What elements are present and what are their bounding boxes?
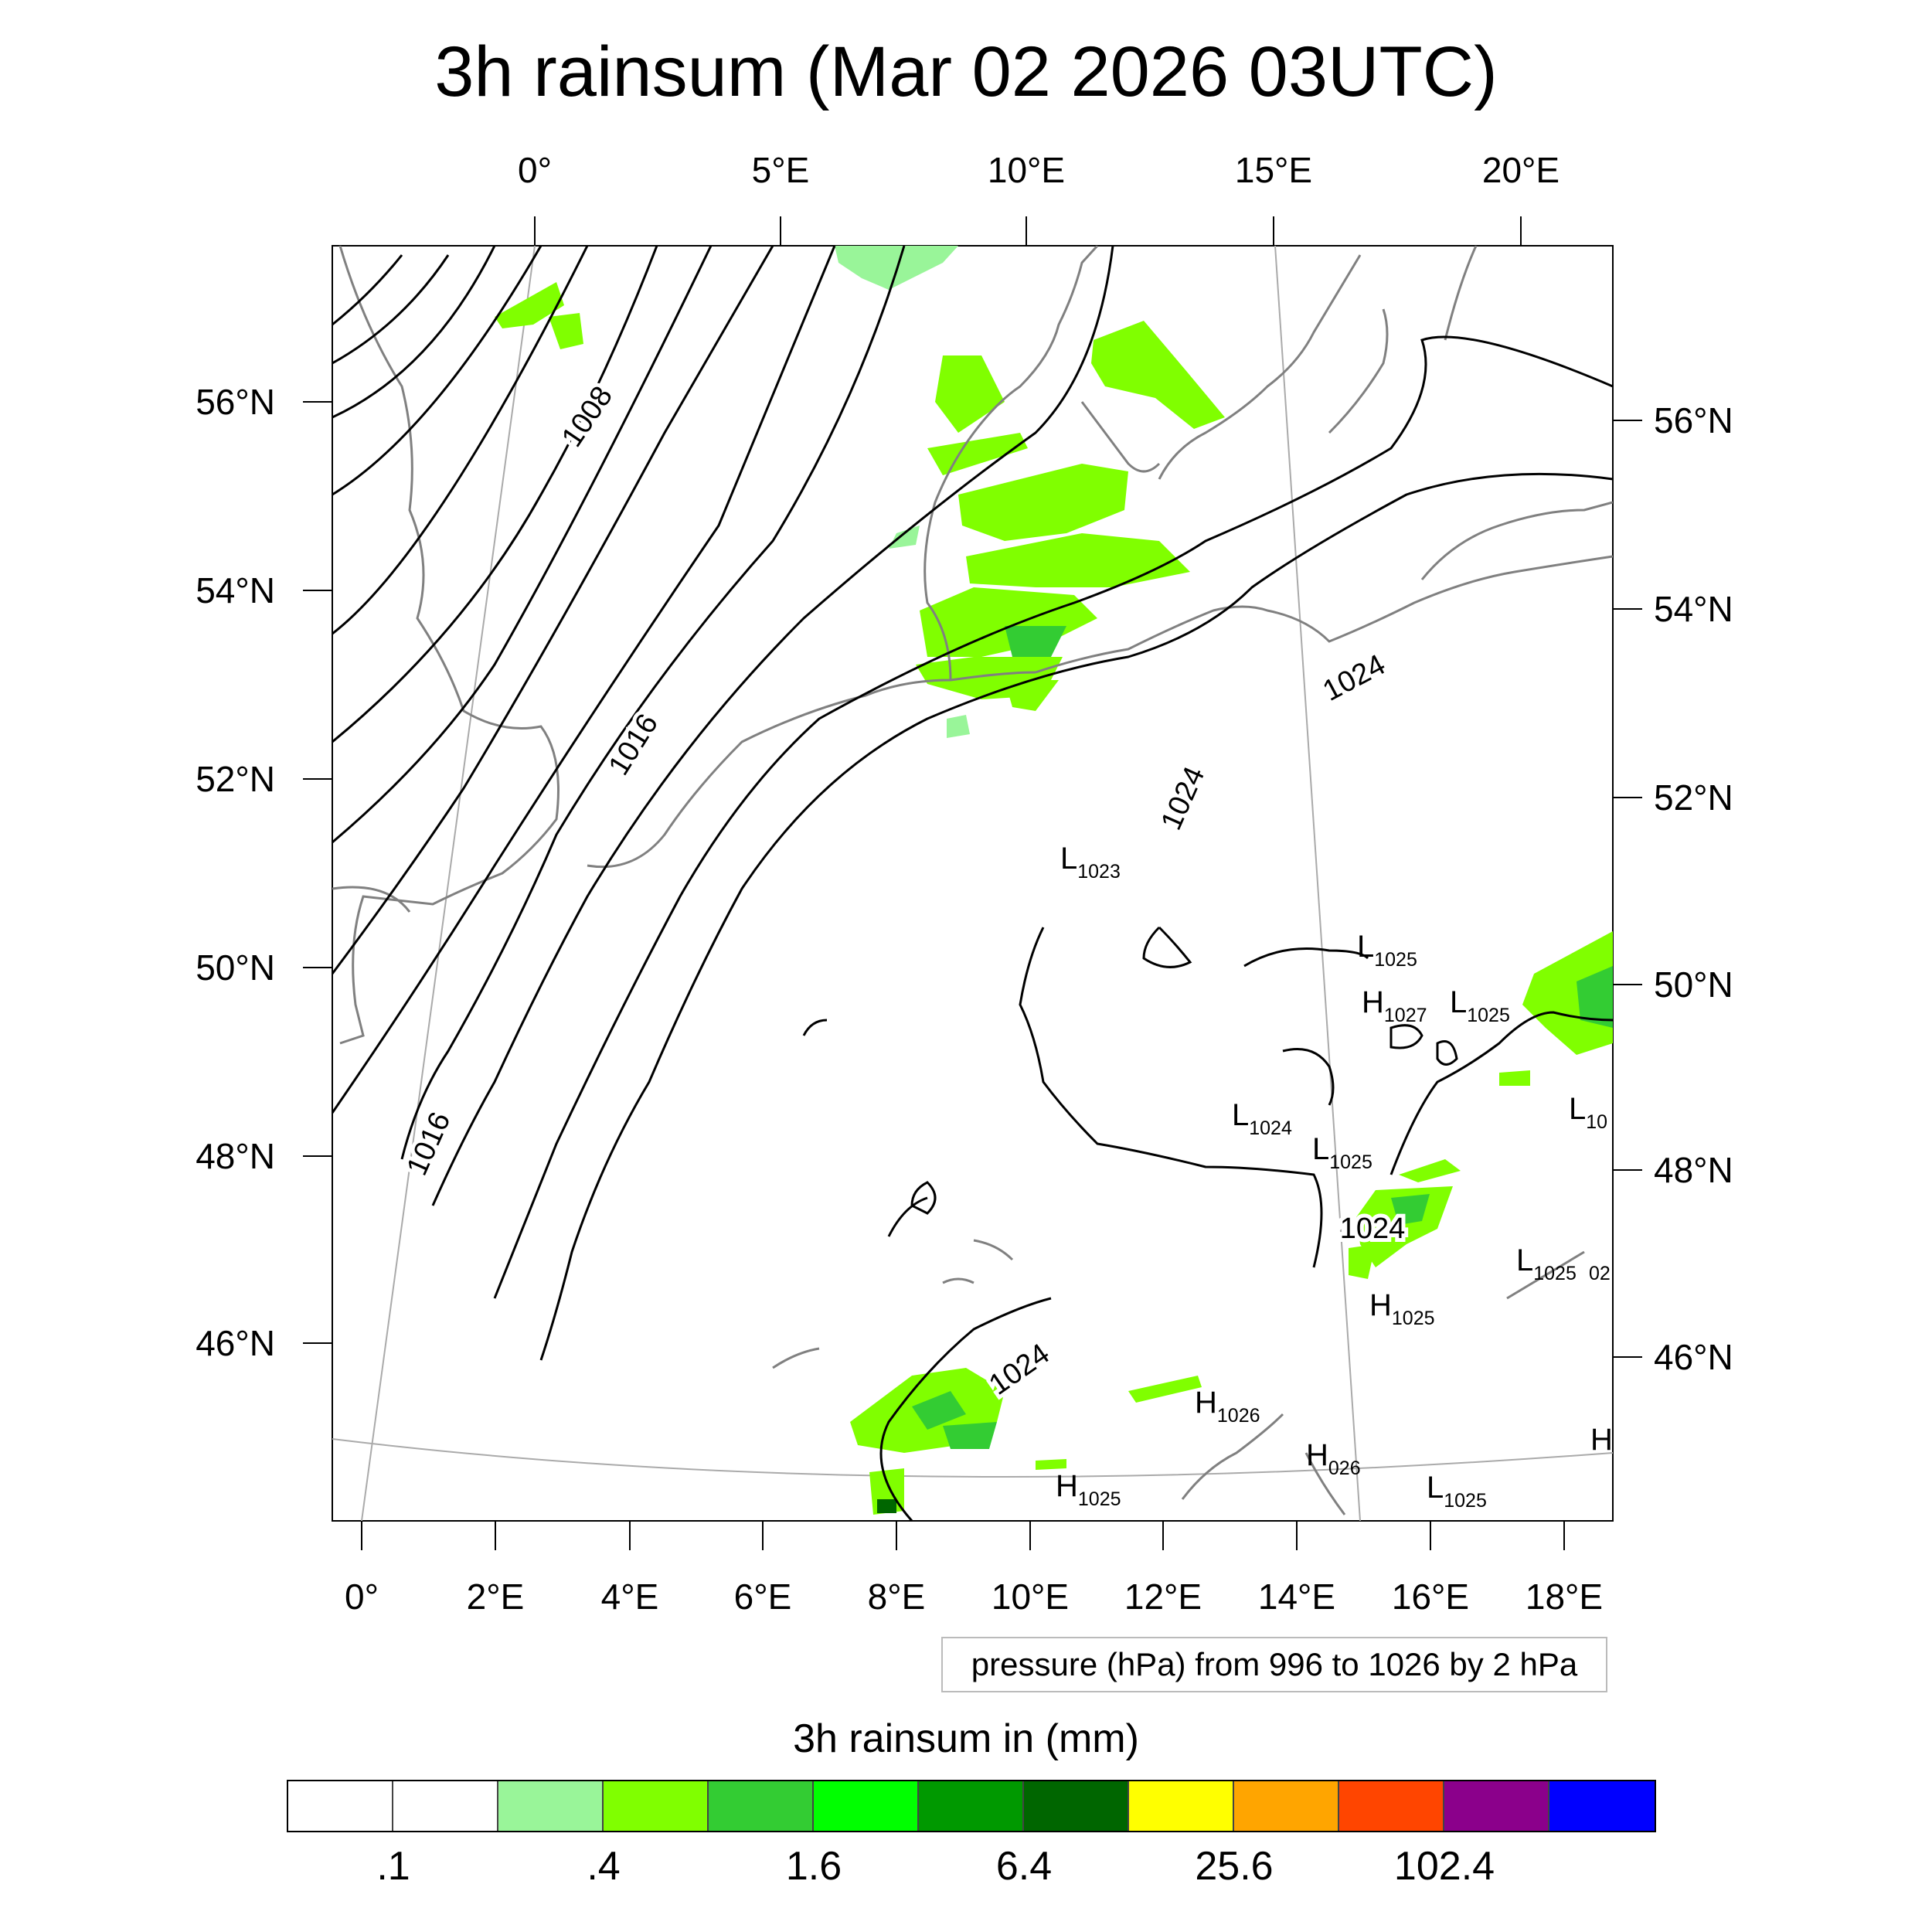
right-lat-label: 48°N	[1654, 1150, 1733, 1190]
pressure-center-marker: H	[1590, 1423, 1613, 1457]
bottom-lon-label: 0°	[345, 1577, 379, 1617]
colorbar-swatch	[1444, 1781, 1549, 1831]
colorbar-swatch	[709, 1781, 814, 1831]
pressure-center-marker: L1023	[1060, 842, 1121, 883]
right-lat-label: 52°N	[1654, 777, 1733, 818]
colorbar-swatch	[1024, 1781, 1129, 1831]
colorbar-swatch	[1129, 1781, 1234, 1831]
colorbar-swatch	[1339, 1781, 1444, 1831]
pressure-center-marker: H1025	[1056, 1469, 1121, 1510]
coastlines	[332, 246, 1613, 1515]
bottom-lon-label: 4°E	[601, 1577, 659, 1617]
rain-area	[889, 526, 920, 549]
right-lat-label: 46°N	[1654, 1337, 1733, 1377]
colorbar-swatch	[498, 1781, 604, 1831]
rain-area	[1522, 931, 1613, 1055]
colorbar-swatch	[814, 1781, 919, 1831]
bottom-lon-label: 2°E	[467, 1577, 525, 1617]
top-lon-label: 10°E	[988, 150, 1065, 190]
colorbar-swatch	[604, 1781, 709, 1831]
pressure-center-marker: H026	[1306, 1438, 1361, 1479]
rain-area	[912, 1391, 966, 1430]
rain-area	[1036, 1459, 1066, 1470]
colorbar	[287, 1780, 1656, 1832]
top-lon-label: 15°E	[1235, 150, 1312, 190]
top-lon-label: 0°	[518, 150, 552, 190]
right-lat-label: 54°N	[1654, 589, 1733, 629]
axis-ticks	[303, 216, 1642, 1550]
left-lat-label: 56°N	[196, 382, 275, 422]
rain-areas	[495, 246, 1613, 1515]
pressure-center-marker: L1025	[1450, 985, 1510, 1026]
graticule	[332, 246, 1613, 1521]
rain-area	[1356, 1186, 1453, 1267]
pressure-center-marker: L10	[1569, 1092, 1607, 1133]
rain-area	[1577, 966, 1613, 1028]
rain-area	[495, 282, 564, 328]
colorbar-tick-label: 25.6	[1195, 1844, 1274, 1889]
isobar-label: 1024	[1340, 1213, 1406, 1245]
contour-info-label: pressure (hPa) from 996 to 1026 by 2 hPa	[941, 1637, 1607, 1692]
rain-area	[1128, 1376, 1202, 1403]
left-lat-label: 48°N	[196, 1136, 275, 1176]
rain-area	[958, 464, 1128, 541]
pressure-center-marker: H1026	[1195, 1386, 1260, 1427]
colorbar-tick-label: 1.6	[785, 1844, 842, 1889]
rain-area	[1005, 680, 1059, 711]
rain-area	[943, 1422, 997, 1449]
rain-area	[1391, 1194, 1430, 1225]
colorbar-swatch	[919, 1781, 1024, 1831]
colorbar-swatch	[288, 1781, 393, 1831]
rain-area	[877, 1499, 896, 1513]
colorbar-tick-label: 6.4	[995, 1844, 1053, 1889]
rain-area	[1091, 321, 1225, 429]
rain-area	[549, 313, 583, 349]
colorbar-swatch	[1549, 1781, 1655, 1831]
bottom-lon-label: 12°E	[1124, 1577, 1202, 1617]
bottom-lon-label: 6°E	[734, 1577, 792, 1617]
bottom-lon-label: 14°E	[1258, 1577, 1335, 1617]
pressure-center-marker: L1024	[1232, 1098, 1292, 1139]
pressure-center-marker: H1027	[1362, 985, 1427, 1026]
pressure-center-marker: H1025	[1369, 1288, 1435, 1329]
colorbar-title: 3h rainsum in (mm)	[793, 1716, 1139, 1761]
rain-area	[1349, 1244, 1376, 1279]
isobars	[332, 246, 1613, 1521]
pressure-center-marker: 02	[1589, 1263, 1611, 1284]
colorbar-swatch	[1234, 1781, 1339, 1831]
rain-area	[966, 533, 1190, 587]
right-lat-label: 50°N	[1654, 964, 1733, 1005]
left-lat-label: 46°N	[196, 1323, 275, 1363]
bottom-lon-label: 10°E	[992, 1577, 1069, 1617]
top-lon-label: 5°E	[752, 150, 810, 190]
left-lat-label: 54°N	[196, 570, 275, 611]
left-lat-label: 52°N	[196, 759, 275, 799]
pressure-center-marker: L1025	[1357, 930, 1417, 971]
colorbar-tick-label: .1	[376, 1844, 410, 1889]
pressure-center-marker: L1025	[1427, 1471, 1487, 1512]
rain-area	[1499, 1070, 1530, 1086]
right-lat-label: 56°N	[1654, 400, 1733, 440]
left-lat-label: 50°N	[196, 947, 275, 988]
pressure-center-marker: L1025	[1312, 1132, 1372, 1173]
bottom-lon-label: 8°E	[868, 1577, 926, 1617]
rain-area	[1399, 1159, 1461, 1182]
colorbar-swatch	[393, 1781, 498, 1831]
bottom-lon-label: 18°E	[1526, 1577, 1603, 1617]
pressure-center-marker: L1025	[1516, 1243, 1577, 1284]
rain-area	[935, 355, 1005, 433]
colorbar-tick-label: 102.4	[1393, 1844, 1495, 1889]
map-title: 3h rainsum (Mar 02 2026 03UTC)	[434, 32, 1498, 111]
colorbar-tick-label: .4	[587, 1844, 621, 1889]
rain-area	[947, 715, 970, 738]
bottom-lon-label: 16°E	[1392, 1577, 1469, 1617]
pressure-centers: L1023 L1025 H1027 L1025 L10 L1024 L1025 …	[1056, 842, 1613, 1512]
top-lon-label: 20°E	[1482, 150, 1560, 190]
rain-area	[1005, 626, 1066, 657]
